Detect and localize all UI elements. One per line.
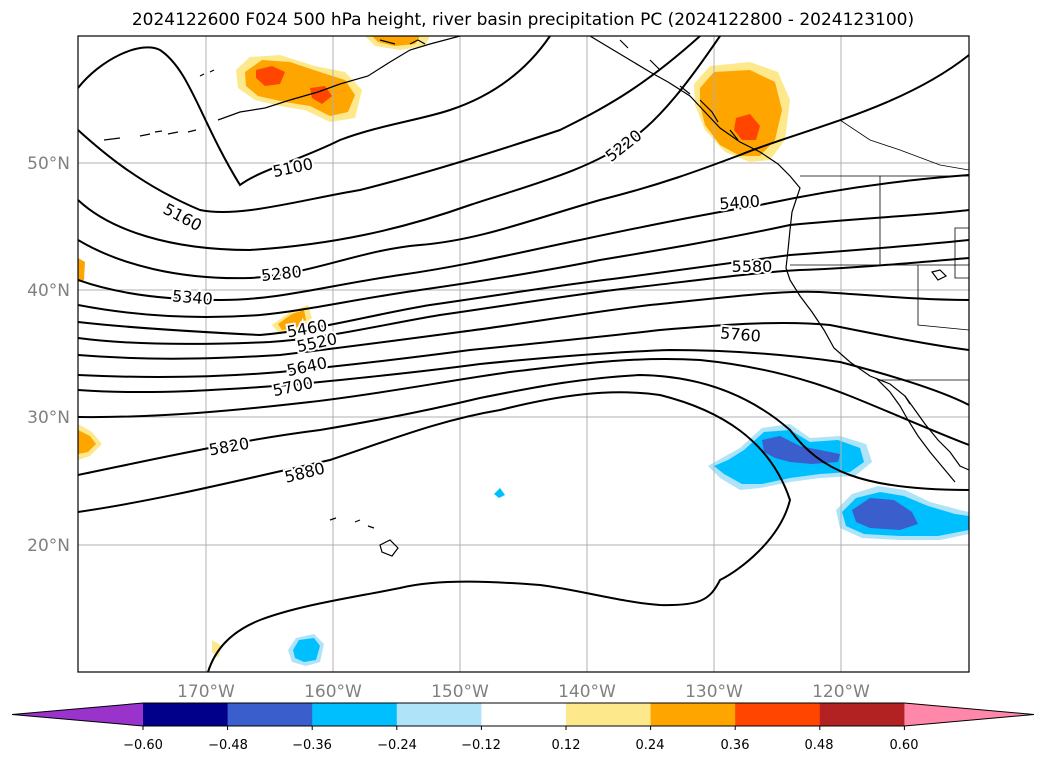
figure-title: 2024122600 F024 500 hPa height, river ba… — [132, 10, 914, 30]
colorbar-tick-label: 0.12 — [552, 738, 581, 753]
contour-5280 — [78, 54, 969, 280]
lon-label: 150°W — [431, 682, 489, 702]
lon-label: 170°W — [177, 682, 235, 702]
colorbar-segment — [819, 703, 905, 726]
map-frame — [77, 35, 970, 673]
contour-5340 — [78, 174, 969, 302]
lon-label: 160°W — [304, 682, 362, 702]
lat-label: 50°N — [27, 154, 70, 174]
colorbar-segment — [227, 703, 313, 726]
colorbar-tick-label: −0.24 — [377, 738, 417, 753]
precip-neg-hawaii — [494, 488, 505, 498]
colorbar-tick-label: −0.36 — [292, 738, 332, 753]
lat-label: 30°N — [27, 408, 70, 428]
colorbar-extend-max — [904, 703, 1034, 726]
colorbar-tick-label: 0.60 — [890, 738, 919, 753]
precip-shading — [78, 36, 969, 666]
contour-5400 — [78, 209, 969, 318]
lat-label: 20°N — [27, 536, 70, 556]
precip-pos-west-edge — [78, 258, 85, 282]
height-contours — [78, 36, 969, 672]
colorbar-tick-label: 0.36 — [721, 738, 750, 753]
colorbar-tick-label: 0.48 — [805, 738, 834, 753]
precip-pos-south — [212, 640, 222, 658]
contour-5220 — [78, 36, 721, 252]
latitude-labels: 50°N 40°N 30°N 20°N — [27, 154, 70, 556]
lon-label: 130°W — [685, 682, 743, 702]
colorbar-extend-min — [12, 703, 143, 726]
colorbar-segment — [735, 703, 821, 726]
lat-label: 40°N — [27, 281, 70, 301]
colorbar-segment — [396, 703, 482, 726]
colorbar-segment — [650, 703, 736, 726]
contour-5640 — [78, 321, 969, 378]
colorbar-tick-label: 0.24 — [636, 738, 665, 753]
contour-label: 5400 — [719, 192, 761, 214]
contour-5520 — [78, 257, 969, 345]
colorbar-tick-label: −0.12 — [461, 738, 501, 753]
colorbar-segments — [11, 702, 1035, 730]
colorbar-segment — [312, 703, 398, 726]
lon-label: 140°W — [558, 682, 616, 702]
longitude-labels: 170°W 160°W 150°W 140°W 130°W 120°W — [177, 682, 870, 702]
colorbar-segment — [566, 703, 652, 726]
contour-5820 — [78, 373, 969, 491]
colorbar-tick-label: −0.48 — [208, 738, 248, 753]
contour-5760 — [78, 358, 969, 446]
contour-5580 — [78, 290, 969, 360]
contour-5160 — [78, 36, 701, 213]
colorbar-tick-label: −0.60 — [123, 738, 163, 753]
contour-label: 5760 — [719, 323, 761, 345]
contour-5880 — [78, 391, 792, 672]
coastlines — [103, 36, 969, 557]
contour-5460 — [78, 239, 969, 337]
contour-label: 5340 — [171, 286, 213, 308]
colorbar-segment — [143, 703, 229, 726]
colorbar: −0.60 −0.48 −0.36 −0.24 −0.12 0.12 0.24 … — [11, 702, 1035, 753]
map-panel — [77, 35, 970, 673]
contour-5700 — [78, 348, 969, 406]
colorbar-tick-labels: −0.60 −0.48 −0.36 −0.24 −0.12 0.12 0.24 … — [123, 738, 918, 753]
lon-label: 120°W — [812, 682, 870, 702]
contour-label: 5580 — [732, 257, 773, 276]
colorbar-segment — [481, 703, 567, 726]
contour-5100 — [78, 36, 551, 187]
